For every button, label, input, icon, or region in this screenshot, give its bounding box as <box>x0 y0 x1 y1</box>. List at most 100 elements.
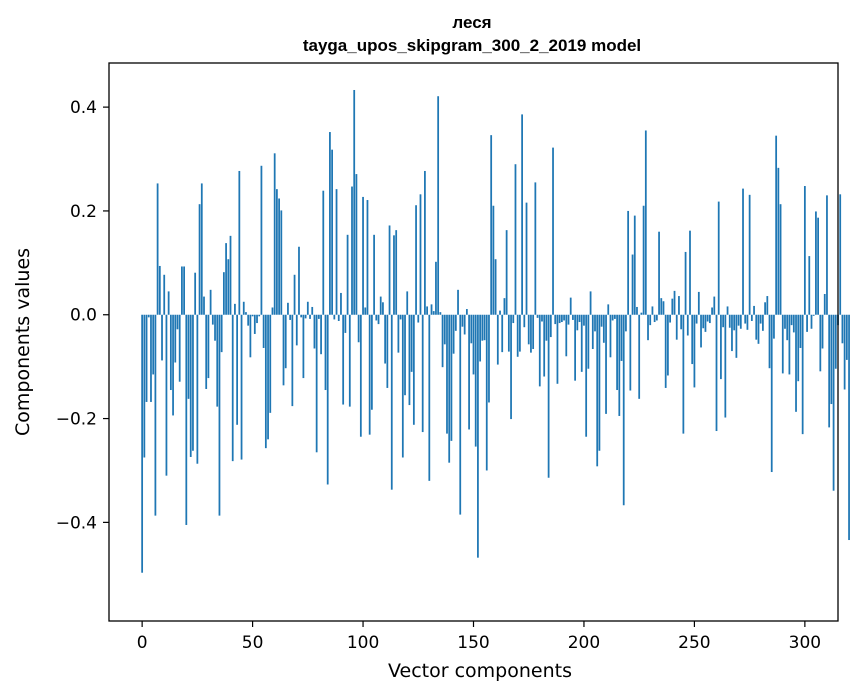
bar-255 <box>704 314 707 332</box>
bar-283 <box>766 296 769 315</box>
bar-154 <box>481 314 484 341</box>
bar-251 <box>695 314 698 324</box>
y-tick-label: 0.0 <box>70 306 97 326</box>
bar-270 <box>737 314 740 326</box>
bar-320 <box>848 314 850 541</box>
bar-137 <box>443 314 446 345</box>
bar-20 <box>185 314 188 525</box>
bar-149 <box>470 314 473 344</box>
bar-279 <box>757 314 760 344</box>
bar-142 <box>454 314 457 331</box>
bar-29 <box>205 314 208 389</box>
bar-120 <box>406 291 409 315</box>
bar-76 <box>309 314 311 319</box>
bar-289 <box>779 204 782 315</box>
bar-267 <box>731 314 733 352</box>
bar-278 <box>755 314 758 340</box>
bar-307 <box>819 314 822 372</box>
bar-193 <box>567 314 570 325</box>
bar-281 <box>762 314 764 331</box>
bar-125 <box>417 314 420 323</box>
bar-106 <box>375 314 378 321</box>
bar-184 <box>547 314 550 478</box>
bar-85 <box>329 132 331 315</box>
bar-72 <box>300 314 303 318</box>
bar-214 <box>614 314 616 319</box>
bar-55 <box>262 314 265 348</box>
bar-263 <box>722 314 725 328</box>
bar-24 <box>194 272 197 315</box>
bar-243 <box>678 296 680 315</box>
bar-186 <box>552 147 554 315</box>
bar-165 <box>505 230 508 315</box>
bar-108 <box>379 296 382 315</box>
bar-297 <box>797 314 800 382</box>
bar-285 <box>770 314 773 473</box>
bar-44 <box>238 170 241 315</box>
bar-49 <box>249 314 252 358</box>
bar-148 <box>468 314 470 430</box>
bar-157 <box>488 314 490 403</box>
bar-65 <box>284 314 287 369</box>
bar-256 <box>706 314 709 322</box>
bar-173 <box>523 314 526 328</box>
bar-59 <box>271 307 274 315</box>
bar-191 <box>563 314 565 321</box>
bar-208 <box>600 314 603 327</box>
bar-99 <box>359 314 362 437</box>
bar-301 <box>806 314 808 332</box>
bar-226 <box>640 312 643 315</box>
bar-199 <box>580 314 583 372</box>
bar-70 <box>295 314 298 346</box>
bar-246 <box>684 251 687 315</box>
bar-117 <box>399 314 402 320</box>
bar-43 <box>236 314 239 425</box>
bar-31 <box>209 289 212 315</box>
bar-250 <box>693 314 696 388</box>
bar-282 <box>764 302 766 315</box>
bar-168 <box>512 314 515 324</box>
bar-136 <box>441 314 444 368</box>
bar-115 <box>395 230 398 315</box>
bar-298 <box>799 314 802 348</box>
bar-203 <box>589 291 592 315</box>
bar-244 <box>680 314 683 330</box>
bar-187 <box>554 314 557 325</box>
bar-46 <box>242 301 245 315</box>
bar-6 <box>154 314 157 516</box>
bar-180 <box>538 314 541 387</box>
bar-7 <box>156 183 159 315</box>
bar-275 <box>748 194 751 315</box>
bar-292 <box>786 314 789 341</box>
x-tick-label: 200 <box>568 633 600 653</box>
bar-35 <box>218 314 221 516</box>
bar-174 <box>525 202 528 315</box>
bar-123 <box>412 314 415 425</box>
bar-195 <box>572 314 574 320</box>
bar-280 <box>759 314 762 324</box>
bar-268 <box>733 314 736 331</box>
bar-293 <box>788 314 791 375</box>
bar-233 <box>655 314 658 321</box>
bar-87 <box>333 314 336 320</box>
bar-1 <box>143 314 146 458</box>
bar-254 <box>702 314 705 329</box>
bar-141 <box>452 314 455 354</box>
bar-82 <box>322 190 325 315</box>
bar-317 <box>841 314 844 344</box>
bar-79 <box>315 314 318 453</box>
bar-47 <box>245 312 247 315</box>
bar-30 <box>207 314 210 379</box>
bar-259 <box>713 296 716 315</box>
bar-75 <box>306 301 309 315</box>
bar-61 <box>276 189 278 315</box>
bar-300 <box>803 186 806 315</box>
plot-frame <box>108 62 839 622</box>
bar-91 <box>342 314 345 405</box>
bar-110 <box>384 314 387 364</box>
bar-312 <box>830 314 833 405</box>
bar-311 <box>828 314 831 428</box>
chart-subtitle: tayga_upos_skipgram_300_2_2019 model <box>303 36 641 55</box>
bar-119 <box>404 314 406 396</box>
bar-13 <box>169 314 172 391</box>
